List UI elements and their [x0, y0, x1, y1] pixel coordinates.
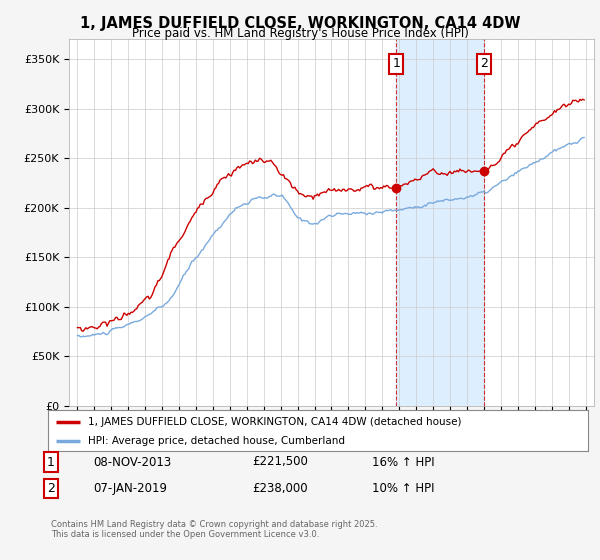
Text: 1, JAMES DUFFIELD CLOSE, WORKINGTON, CA14 4DW (detached house): 1, JAMES DUFFIELD CLOSE, WORKINGTON, CA1…: [89, 417, 462, 427]
Text: Price paid vs. HM Land Registry's House Price Index (HPI): Price paid vs. HM Land Registry's House …: [131, 27, 469, 40]
Text: £238,000: £238,000: [252, 482, 308, 495]
Text: 16% ↑ HPI: 16% ↑ HPI: [372, 455, 434, 469]
Text: 10% ↑ HPI: 10% ↑ HPI: [372, 482, 434, 495]
Text: HPI: Average price, detached house, Cumberland: HPI: Average price, detached house, Cumb…: [89, 436, 346, 446]
Text: 08-NOV-2013: 08-NOV-2013: [93, 455, 171, 469]
Text: Contains HM Land Registry data © Crown copyright and database right 2025.
This d: Contains HM Land Registry data © Crown c…: [51, 520, 377, 539]
Text: 07-JAN-2019: 07-JAN-2019: [93, 482, 167, 495]
Text: 1: 1: [392, 58, 400, 71]
Bar: [397, 39, 484, 406]
Text: 2: 2: [47, 482, 55, 495]
Text: £221,500: £221,500: [252, 455, 308, 469]
Text: 1, JAMES DUFFIELD CLOSE, WORKINGTON, CA14 4DW: 1, JAMES DUFFIELD CLOSE, WORKINGTON, CA1…: [80, 16, 520, 31]
Text: 2: 2: [480, 58, 488, 71]
Text: 1: 1: [47, 455, 55, 469]
